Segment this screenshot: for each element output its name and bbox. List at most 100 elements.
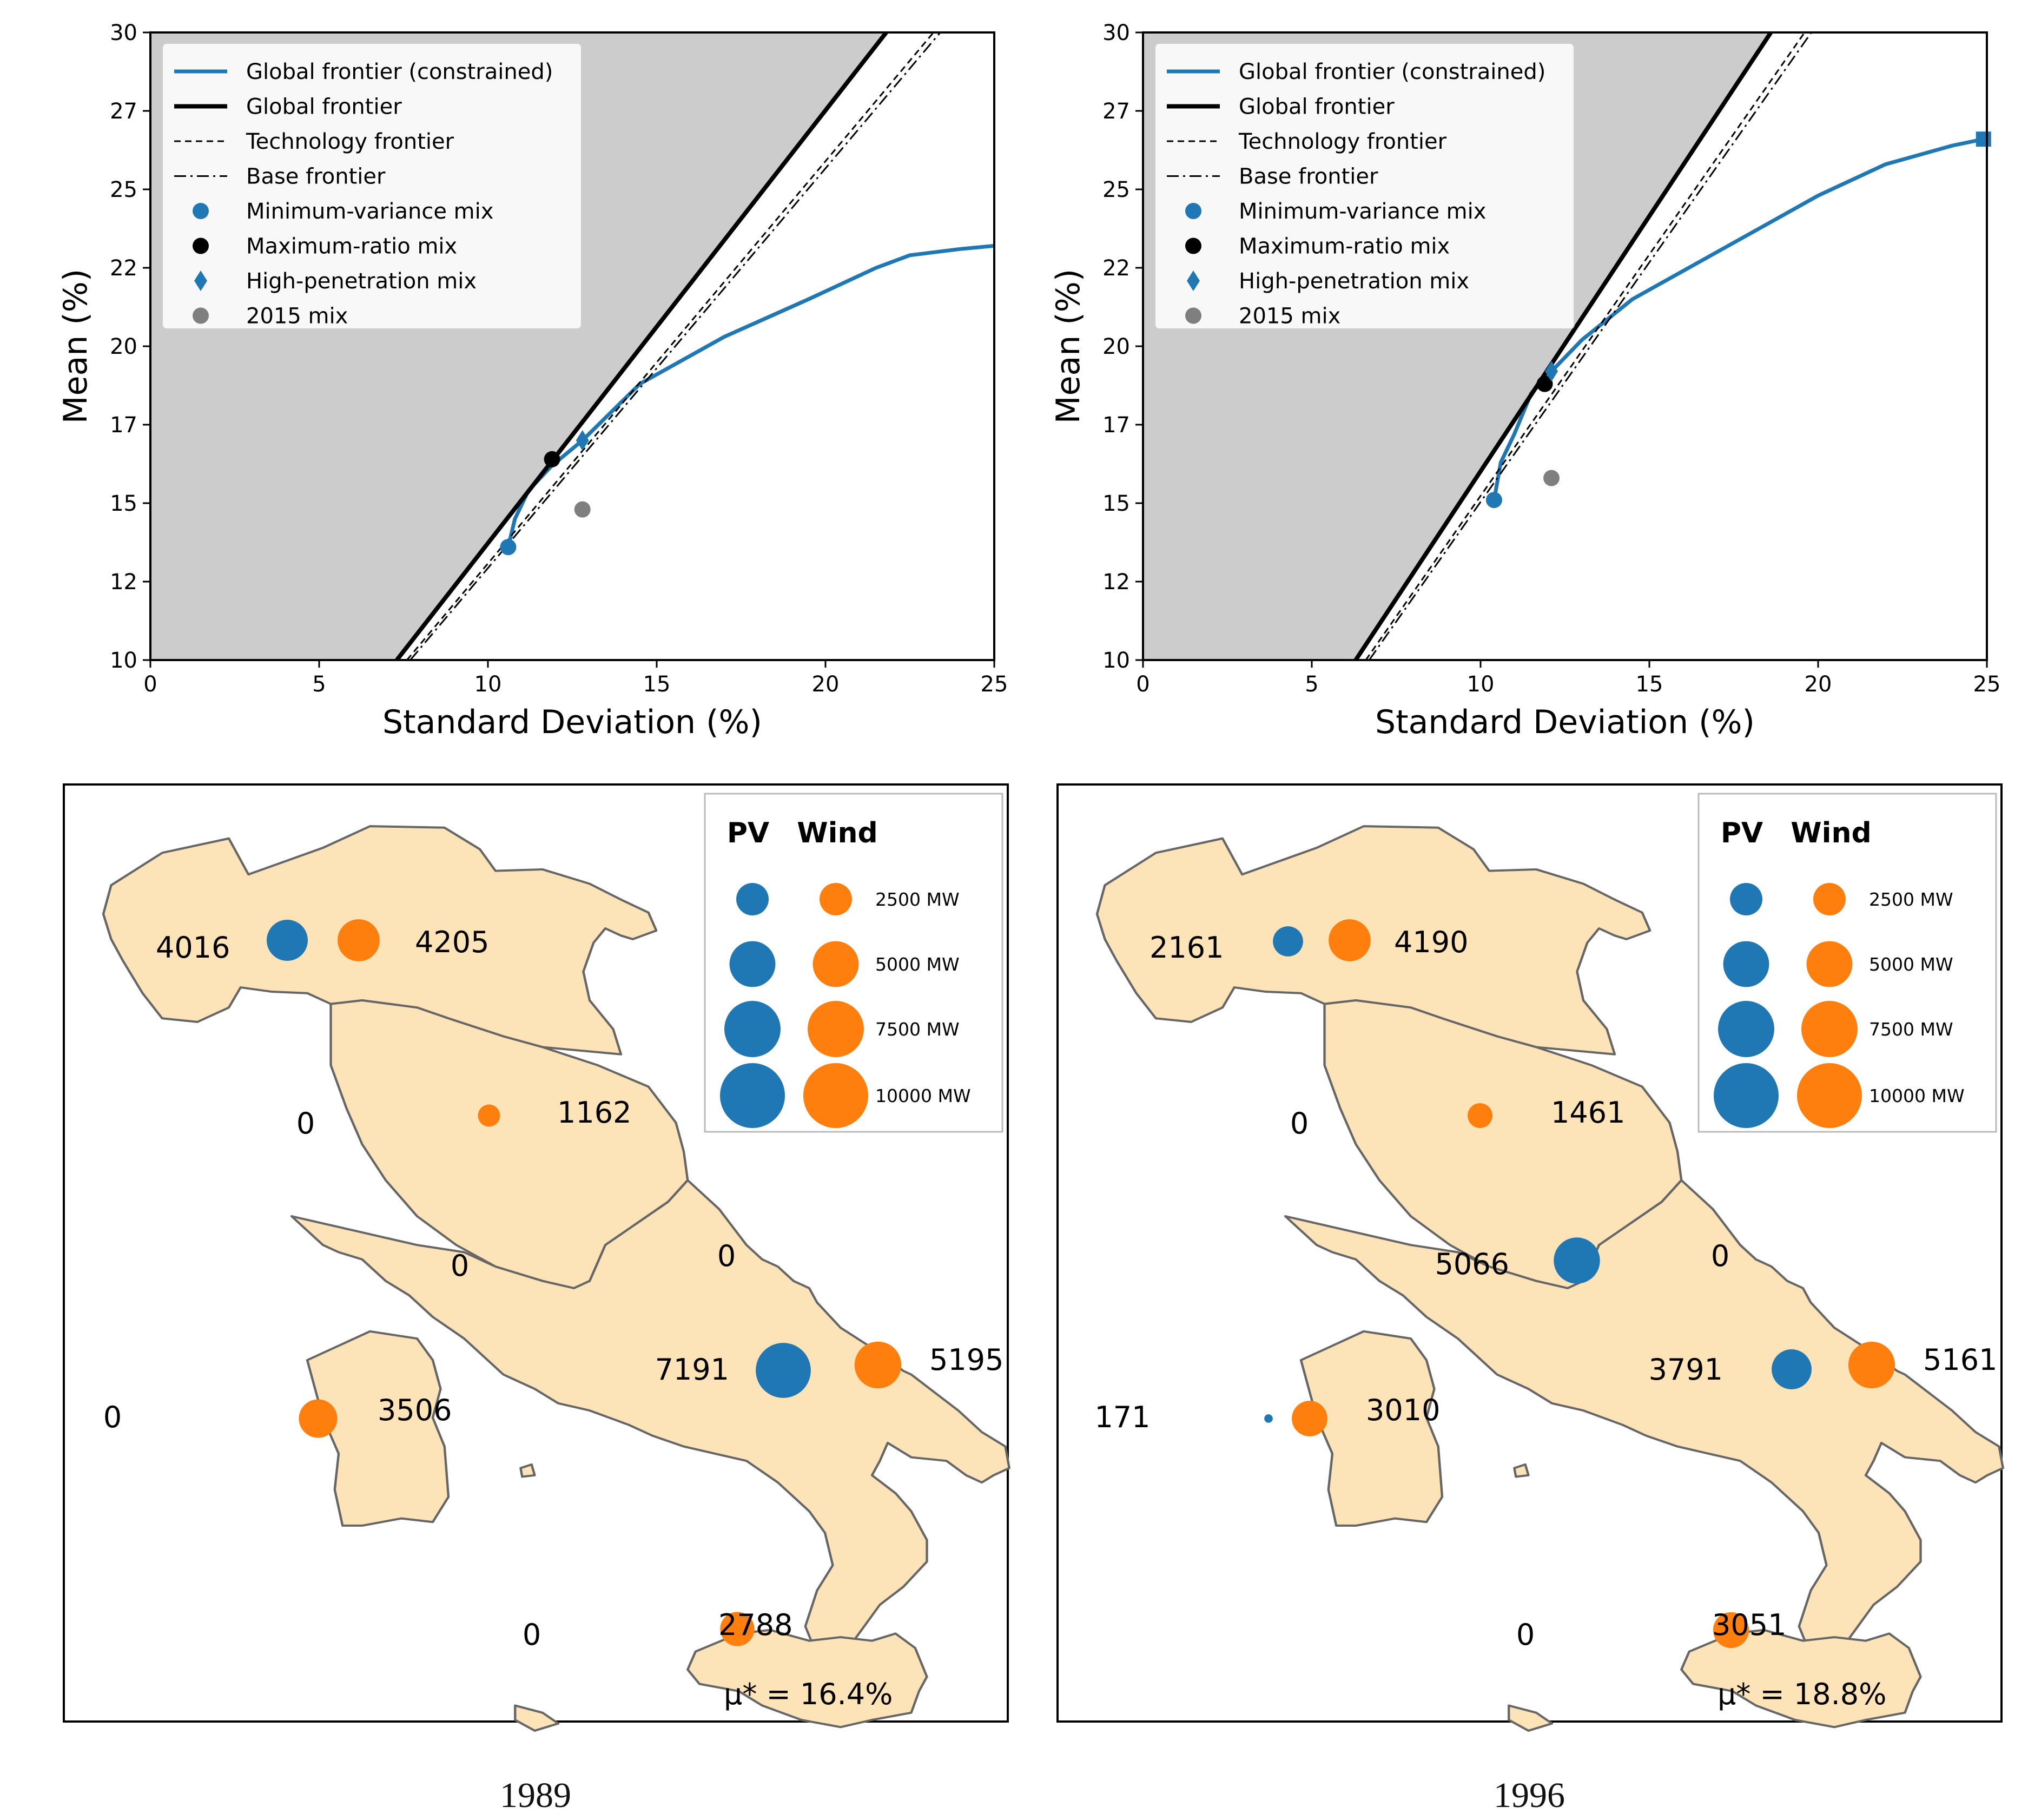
wind-capacity-bubble xyxy=(299,1399,338,1438)
base-frontier-line xyxy=(409,32,941,660)
y-tick-label: 30 xyxy=(1102,21,1130,45)
x-tick-label: 0 xyxy=(143,672,157,697)
capacity-label: 0 xyxy=(103,1400,122,1434)
capacity-label: 3010 xyxy=(1366,1393,1440,1427)
legend-label: Global frontier xyxy=(246,95,402,120)
legend-title-wind: Wind xyxy=(1791,817,1871,849)
min-variance-point xyxy=(500,539,517,556)
y-tick-label: 12 xyxy=(1102,570,1130,595)
legend-label: Base frontier xyxy=(1239,164,1378,189)
legend-title-pv: PV xyxy=(1721,817,1763,849)
capacity-label: 0 xyxy=(523,1618,541,1652)
y-tick-label: 20 xyxy=(110,334,137,359)
max-ratio-point xyxy=(544,451,560,467)
legend-label: Maximum-ratio mix xyxy=(1239,234,1450,259)
legend-label: Global frontier (constrained) xyxy=(1239,60,1545,84)
mu-star-label: μ* = 18.8% xyxy=(1717,1677,1886,1711)
legend-title-wind: Wind xyxy=(797,817,877,849)
legend-pv-bubble xyxy=(1718,1001,1774,1057)
legend-pv-bubble xyxy=(720,1063,785,1128)
pv-capacity-bubble xyxy=(1264,1414,1273,1423)
wind-capacity-bubble xyxy=(478,1104,500,1127)
x-tick-label: 25 xyxy=(1973,672,2001,697)
capacity-label: 5066 xyxy=(1435,1247,1509,1281)
pv-capacity-bubble xyxy=(1273,926,1303,957)
legend-label: 2015 mix xyxy=(1239,304,1340,329)
size-legend: PV Wind 2500 MW 5000 MW 7500 MW 10000 MW xyxy=(1697,793,1997,1133)
capacity-label: 0 xyxy=(451,1249,469,1283)
wind-capacity-bubble xyxy=(720,1612,755,1646)
legend-wind-bubble xyxy=(1806,941,1853,987)
x-tick-label: 0 xyxy=(1136,672,1150,697)
legend-handle xyxy=(1185,203,1201,219)
y-tick-label: 15 xyxy=(1102,491,1130,516)
legend-size-label: 2500 MW xyxy=(875,889,960,910)
capacity-label: 0 xyxy=(1290,1106,1309,1140)
y-axis-label: Mean (%) xyxy=(57,269,95,424)
x-tick-label: 10 xyxy=(474,672,502,697)
legend-handle xyxy=(1187,271,1200,291)
capacity-label: 3506 xyxy=(378,1393,452,1427)
legend-label: High-penetration mix xyxy=(1239,269,1469,294)
legend-wind-bubble xyxy=(812,941,859,987)
y-tick-label: 17 xyxy=(1102,413,1130,438)
legend-wind-bubble xyxy=(803,1063,868,1128)
caption-1989: 1989 xyxy=(500,1776,571,1815)
capacity-label: 0 xyxy=(717,1239,736,1273)
legend-label: Base frontier xyxy=(246,164,386,189)
legend-size-label: 10000 MW xyxy=(875,1085,971,1106)
x-tick-label: 5 xyxy=(1305,672,1318,697)
legend-size-label: 7500 MW xyxy=(1869,1019,1953,1040)
capacity-label: 4190 xyxy=(1394,925,1468,959)
legend-handle xyxy=(193,203,209,219)
pv-capacity-bubble xyxy=(1772,1349,1812,1389)
capacity-label: 1162 xyxy=(557,1096,631,1130)
capacity-label: 1461 xyxy=(1551,1096,1625,1130)
size-legend: PV Wind 2500 MW 5000 MW 7500 MW 10000 MW xyxy=(704,793,1003,1133)
y-tick-label: 20 xyxy=(1102,334,1130,359)
legend-wind-bubble xyxy=(1801,1001,1858,1057)
capacity-label: 4016 xyxy=(156,931,230,965)
frontier-end-marker xyxy=(1976,131,1991,147)
x-tick-label: 15 xyxy=(643,672,671,697)
capacity-label: 3051 xyxy=(1712,1608,1786,1642)
capacity-label: 5161 xyxy=(1923,1343,1997,1377)
map-1989: 4016 4205 0 1162 0 0 7191 5195 0 3506 0 2788 PV Wind… xyxy=(63,783,1009,1731)
legend-handle xyxy=(193,238,209,254)
legend-label: Global frontier xyxy=(1239,95,1395,120)
y-tick-label: 10 xyxy=(1102,648,1130,673)
wind-capacity-bubble xyxy=(1292,1401,1327,1436)
legend-pv-bubble xyxy=(729,941,776,987)
capacity-label: 171 xyxy=(1094,1400,1150,1434)
legend-handle xyxy=(1185,238,1201,254)
x-tick-label: 15 xyxy=(1636,672,1663,697)
capacity-label: 7191 xyxy=(655,1353,729,1387)
max-ratio-point xyxy=(1536,375,1553,392)
map-1996: 2161 4190 0 1461 5066 0 3791 5161 171 3010 0 3051 P… xyxy=(1056,783,2003,1731)
legend-size-label: 10000 MW xyxy=(1869,1085,1965,1106)
chart-1996-frontier: 0 5 10 15 20 25 10 12 15 17 20 22 25 27 30 Standard De… xyxy=(1049,21,2000,741)
legend-pv-bubble xyxy=(1730,883,1762,915)
global-frontier-constrained-line xyxy=(1492,137,1984,500)
technology-frontier-line xyxy=(406,32,934,660)
x-tick-label: 10 xyxy=(1467,672,1495,697)
y-tick-label: 22 xyxy=(110,256,137,281)
y-axis-label: Mean (%) xyxy=(1049,269,1087,424)
legend-label: Minimum-variance mix xyxy=(1239,199,1486,224)
global-frontier-line xyxy=(395,32,888,660)
pv-capacity-bubble xyxy=(756,1343,811,1398)
legend-size-label: 7500 MW xyxy=(875,1019,960,1040)
x-axis-label: Standard Deviation (%) xyxy=(1375,703,1755,741)
wind-capacity-bubble xyxy=(854,1341,902,1389)
wind-capacity-bubble xyxy=(1468,1103,1492,1128)
mu-star-label: μ* = 16.4% xyxy=(724,1677,893,1711)
legend-size-label: 2500 MW xyxy=(1869,889,1953,910)
wind-capacity-bubble xyxy=(1329,919,1371,961)
legend-wind-bubble xyxy=(820,883,852,915)
legend-label: Technology frontier xyxy=(1238,129,1447,154)
y-tick-label: 22 xyxy=(1102,256,1130,281)
mix-2015-point xyxy=(1543,470,1560,486)
global-frontier-line xyxy=(1353,32,1773,660)
x-tick-label: 20 xyxy=(1805,672,1832,697)
y-tick-label: 30 xyxy=(110,21,137,45)
